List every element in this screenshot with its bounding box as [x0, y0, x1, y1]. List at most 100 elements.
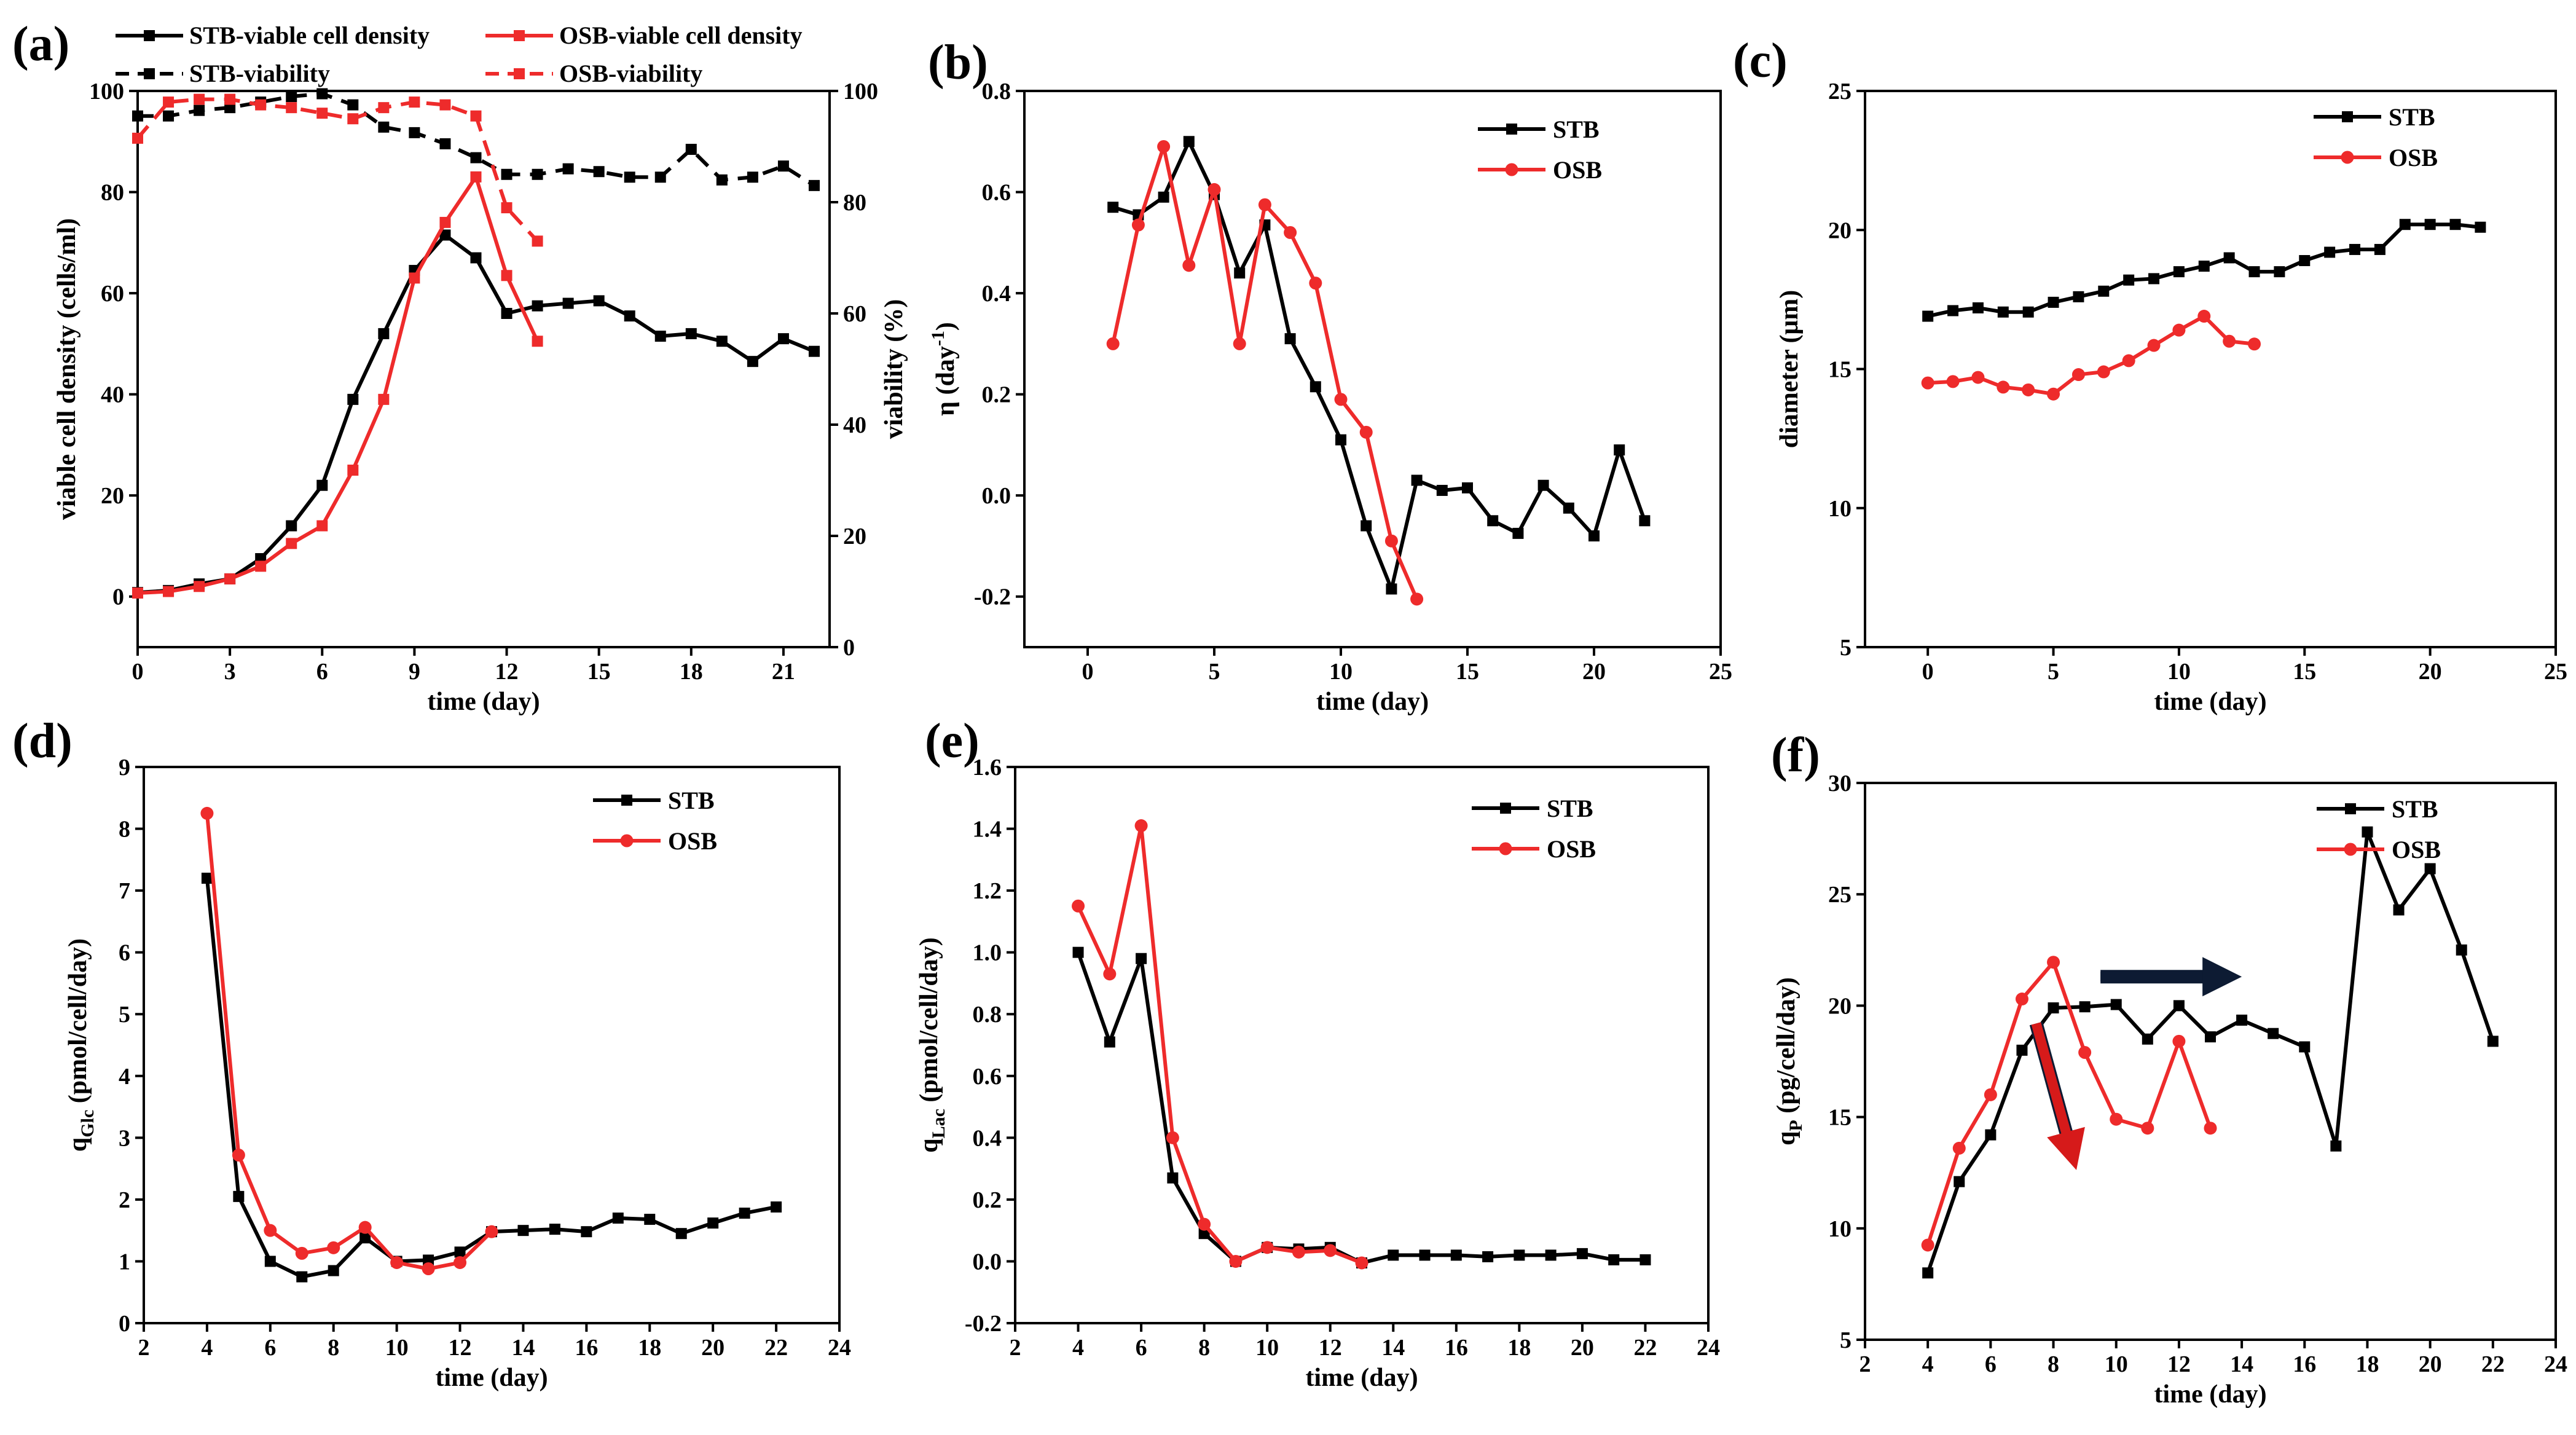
x-tick-label: 9 — [409, 659, 420, 685]
legend-marker — [1499, 842, 1512, 855]
data-point — [286, 91, 297, 103]
data-point — [200, 806, 214, 820]
data-point — [132, 587, 143, 599]
x-tick-label: 0 — [1922, 659, 1934, 685]
data-point — [716, 174, 728, 186]
data-point — [439, 138, 451, 149]
data-point — [1284, 333, 1296, 345]
data-point — [1072, 946, 1084, 958]
legend-marker — [620, 834, 634, 847]
x-tick-label: 10 — [2167, 659, 2191, 685]
data-point — [2122, 354, 2135, 368]
y-tick-label: 9 — [119, 755, 130, 780]
x-tick-label: 21 — [772, 659, 795, 685]
data-point — [562, 163, 574, 175]
y-tick-label: 40 — [101, 382, 124, 408]
data-point — [347, 393, 359, 405]
x-tick-label: 8 — [1198, 1335, 1210, 1361]
y-tick-label: 2 — [119, 1187, 130, 1213]
legend-label: STB — [2389, 103, 2435, 131]
legend: STB OSB — [2317, 795, 2441, 863]
data-point — [2047, 956, 2060, 969]
data-point — [439, 229, 451, 241]
x-tick-label: 10 — [385, 1335, 409, 1361]
data-point — [612, 1213, 624, 1224]
data-point — [1512, 527, 1524, 539]
data-point — [2330, 1140, 2342, 1152]
y-tick-label: 0 — [119, 1311, 130, 1337]
series-stb — [1922, 219, 2486, 322]
data-point — [2172, 1034, 2186, 1048]
y-tick-label: 1.0 — [973, 940, 1002, 966]
data-point — [2349, 243, 2361, 255]
data-point — [2147, 339, 2161, 352]
series-stb-viable-cell-density — [132, 229, 820, 599]
x-tick-label: 0 — [1082, 659, 1094, 685]
data-point — [2173, 266, 2185, 278]
data-point — [1103, 967, 1117, 981]
y-axis-label: qP (pg/cell/day) — [1772, 977, 1806, 1146]
data-point — [1355, 1256, 1368, 1270]
data-point — [1208, 183, 1221, 196]
legend-label: OSB-viability — [559, 60, 702, 87]
data-point — [1985, 1129, 1997, 1141]
legend-marker — [2344, 843, 2357, 856]
x-tick-label: 12 — [2167, 1351, 2191, 1377]
x-tick-label: 12 — [1319, 1335, 1342, 1361]
data-point — [532, 235, 543, 247]
plot-frame — [1014, 766, 1710, 1324]
data-point — [675, 1228, 687, 1240]
x-tick-label: 18 — [1507, 1335, 1531, 1361]
data-point — [1922, 310, 1934, 322]
data-point — [2456, 944, 2467, 956]
x-tick-label: 16 — [1445, 1335, 1468, 1361]
data-point — [255, 560, 267, 572]
y2-tick-label: 40 — [843, 412, 866, 438]
y-tick-label: 20 — [1828, 218, 1852, 243]
y-axis-label: qGlc (pmol/cell/day) — [64, 938, 98, 1152]
data-point — [316, 88, 328, 100]
data-point — [549, 1224, 560, 1235]
data-point — [378, 121, 390, 133]
y-tick-label: 1 — [119, 1249, 130, 1275]
data-point — [1183, 136, 1195, 147]
legend-label: STB-viability — [189, 60, 330, 87]
data-point — [624, 171, 635, 183]
plot-frame — [143, 766, 841, 1324]
data-point — [1359, 425, 1373, 439]
data-point — [1166, 1131, 1179, 1144]
panel-c: 0 5 10 15 20 25 5 10 15 20 25 time (day) diameter (μ… — [1733, 34, 2567, 716]
data-point — [328, 1265, 339, 1276]
data-point — [1386, 583, 1397, 595]
data-point — [358, 1221, 372, 1234]
plot-frame — [1864, 90, 2557, 648]
y2-tick-label: 0 — [843, 635, 855, 661]
data-point — [2022, 383, 2035, 396]
data-point — [1563, 502, 1574, 514]
data-point — [470, 110, 482, 122]
data-point — [1410, 592, 1424, 606]
data-point — [739, 1208, 750, 1219]
data-point — [1997, 380, 2010, 394]
y-tick-label: 1.4 — [973, 817, 1002, 843]
legend-label: OSB-viable cell density — [559, 22, 803, 49]
data-point — [132, 110, 143, 122]
panel-label: (f) — [1771, 728, 1820, 782]
y2-axis-label: viability (%) — [880, 299, 908, 439]
data-point — [1537, 479, 1549, 491]
data-point — [286, 538, 297, 549]
y-tick-label: -0.2 — [965, 1311, 1002, 1337]
data-point — [501, 202, 512, 214]
data-point — [1462, 482, 1473, 493]
data-point — [1411, 474, 1423, 486]
data-point — [2073, 291, 2084, 302]
x-tick-label: 15 — [1456, 659, 1479, 685]
legend: STB OSB — [593, 787, 717, 855]
y-tick-label: 15 — [1828, 357, 1852, 383]
y-tick-label: 0.4 — [973, 1125, 1002, 1151]
data-point — [1234, 267, 1246, 279]
y-tick-label: 0 — [112, 584, 124, 610]
y-tick-label: 60 — [101, 281, 124, 307]
data-point — [409, 96, 420, 108]
